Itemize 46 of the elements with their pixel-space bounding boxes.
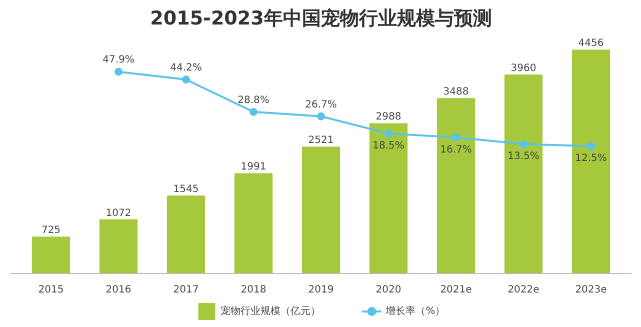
bar	[302, 146, 340, 274]
bar	[369, 123, 408, 274]
legend-label: 宠物行业规模（亿元）	[220, 304, 321, 318]
data-label: 2521	[308, 135, 334, 146]
data-label: 16.7%	[440, 144, 472, 156]
point	[114, 68, 122, 76]
point	[182, 76, 190, 84]
bar	[99, 219, 138, 274]
x-tick-label: 2023e	[575, 284, 607, 296]
data-label: 1072	[106, 208, 132, 219]
data-label: 12.5%	[575, 153, 607, 164]
bar	[436, 98, 476, 274]
data-label: 28.8%	[238, 94, 270, 106]
data-label: 18.5%	[372, 140, 404, 152]
bar	[32, 236, 70, 274]
x-tick-label: 2018	[240, 284, 266, 296]
bar	[166, 196, 206, 274]
point	[452, 133, 460, 142]
chart-title: 2015-2023年中国宠物行业规模与预测	[150, 8, 492, 30]
data-label: 3488	[443, 86, 469, 98]
data-label: 44.2%	[170, 62, 202, 74]
data-label: 1991	[240, 162, 266, 173]
data-label: 1545	[173, 184, 199, 196]
point	[520, 140, 528, 148]
data-label: 47.9%	[102, 54, 134, 66]
data-label: 4456	[578, 38, 604, 50]
point	[587, 142, 595, 150]
x-tick-label: 2020	[376, 284, 402, 296]
x-tick-label: 2017	[173, 284, 199, 296]
point	[250, 108, 258, 116]
legend-label: 增长率（%）	[386, 304, 446, 318]
x-tick-label: 2022e	[508, 284, 540, 296]
data-label: 725	[41, 225, 61, 236]
data-label: 26.7%	[305, 99, 337, 110]
bar	[504, 74, 543, 274]
x-tick-label: 2019	[308, 284, 334, 296]
data-label: 2988	[376, 112, 402, 123]
data-label: 3960	[510, 63, 536, 74]
point	[384, 130, 392, 138]
point	[317, 112, 325, 120]
x-tick-label: 2015	[38, 284, 64, 296]
x-tick-label: 2021e	[440, 284, 472, 296]
bar	[234, 173, 273, 274]
bar	[572, 50, 610, 274]
x-tick-label: 2016	[106, 284, 132, 296]
data-label: 13.5%	[508, 151, 540, 162]
